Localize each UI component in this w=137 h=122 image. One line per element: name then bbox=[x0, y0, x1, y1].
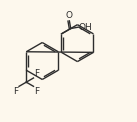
Text: F: F bbox=[34, 87, 39, 96]
Text: OH: OH bbox=[79, 23, 93, 32]
Text: F: F bbox=[13, 87, 18, 96]
Text: O: O bbox=[65, 11, 72, 20]
Text: F: F bbox=[34, 69, 39, 78]
